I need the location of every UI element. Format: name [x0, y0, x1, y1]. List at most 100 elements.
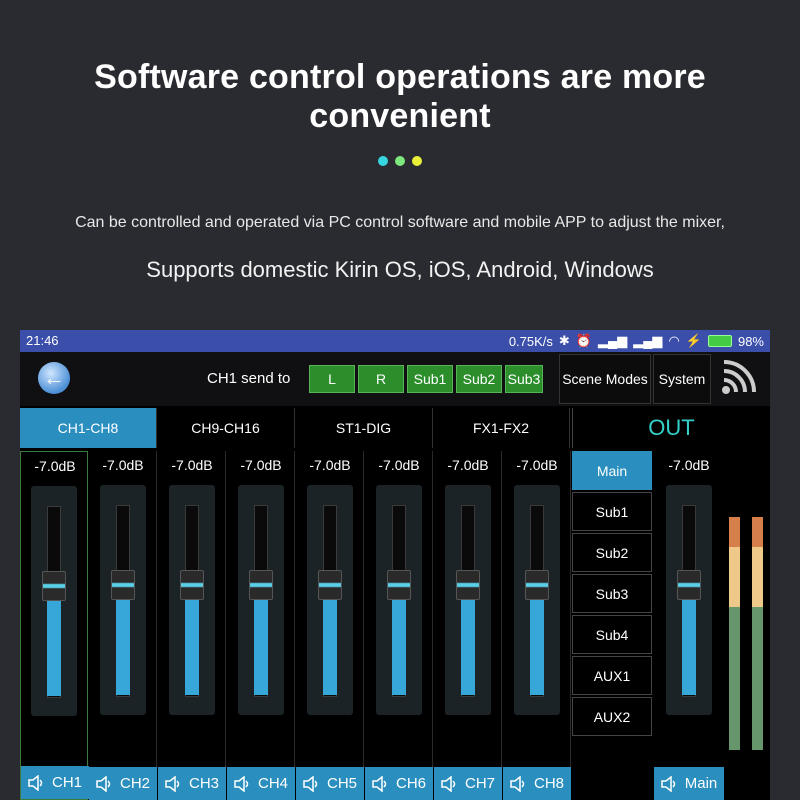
channel-db-readout: -7.0dB: [378, 457, 420, 473]
fader-level: [391, 599, 406, 695]
battery-icon: [707, 335, 732, 347]
channel-strip-1: -7.0dB CH1: [20, 451, 89, 800]
channel-mute-button[interactable]: CH3: [158, 767, 226, 800]
scene-modes-button[interactable]: Scene Modes: [559, 354, 651, 404]
fader-level: [460, 599, 475, 695]
back-button[interactable]: ←: [38, 362, 70, 394]
tab-st1-dig[interactable]: ST1-DIG: [295, 408, 433, 448]
speaker-icon: [372, 775, 387, 792]
tab-fx1-fx2[interactable]: FX1-FX2: [433, 408, 570, 448]
fader-knob[interactable]: [42, 570, 66, 601]
tab-ch1-ch8[interactable]: CH1-CH8: [20, 408, 157, 448]
channel-db-readout: -7.0dB: [447, 457, 489, 473]
send-label: CH1 send to: [207, 370, 291, 387]
wifi-connect-icon[interactable]: [718, 360, 762, 398]
channel-db-readout: -7.0dB: [102, 457, 144, 473]
channel-label: CH7: [464, 775, 495, 792]
dot-2: [395, 156, 405, 166]
send-button-l[interactable]: L: [309, 365, 355, 393]
fader-knob[interactable]: [248, 569, 273, 600]
channel-db-readout: -7.0dB: [171, 457, 213, 473]
send-button-sub3[interactable]: Sub3: [505, 365, 543, 393]
channel-strip-3: -7.0dB CH3: [158, 451, 226, 800]
channel-tabs: CH1-CH8 CH9-CH16 ST1-DIG FX1-FX2: [20, 408, 570, 448]
out-item-main[interactable]: Main: [572, 451, 652, 490]
main-out-strip: -7.0dB Main: [654, 451, 724, 800]
signal-icon: ▂▄▆: [598, 333, 628, 348]
channel-mute-button[interactable]: CH7: [434, 767, 502, 800]
main-fader-level: [682, 599, 696, 695]
arrow-left-icon: ←: [43, 365, 65, 390]
send-buttons: L R Sub1 Sub2 Sub3: [309, 365, 543, 393]
toolbar: ← CH1 send to L R Sub1 Sub2 Sub3 Scene M…: [20, 352, 770, 406]
channel-mute-button[interactable]: CH5: [296, 767, 364, 800]
channel-strip-4: -7.0dB CH4: [227, 451, 295, 800]
speaker-icon: [96, 775, 111, 792]
channel-label: CH4: [257, 775, 288, 792]
channel-mute-button[interactable]: CH6: [365, 767, 433, 800]
channel-mute-button[interactable]: CH1: [21, 766, 89, 799]
promo-headline: Software control operations are more con…: [94, 58, 706, 135]
main-mute-button[interactable]: Main: [654, 767, 724, 800]
channel-label: CH5: [326, 775, 357, 792]
speaker-icon: [165, 775, 180, 792]
channel-mute-button[interactable]: CH2: [89, 767, 157, 800]
out-item-sub3[interactable]: Sub3: [572, 574, 652, 613]
channel-strip-2: -7.0dB CH2: [89, 451, 157, 800]
fader-knob[interactable]: [455, 569, 480, 600]
channel-mute-button[interactable]: CH8: [503, 767, 571, 800]
fader-level: [47, 600, 61, 696]
channel-mute-button[interactable]: CH4: [227, 767, 295, 800]
fader-level: [253, 599, 268, 695]
speaker-icon: [660, 775, 675, 792]
out-bus-menu: Main Sub1 Sub2 Sub3 Sub4 AUX1 AUX2: [572, 451, 652, 800]
out-item-sub4[interactable]: Sub4: [572, 615, 652, 654]
channel-label: CH8: [533, 775, 564, 792]
signal-icon: ▂▄▆: [633, 333, 663, 348]
main-mute-label: Main: [684, 775, 718, 792]
send-button-sub2[interactable]: Sub2: [456, 365, 502, 393]
channel-label: CH6: [395, 775, 426, 792]
channel-strip-8: -7.0dB CH8: [503, 451, 571, 800]
system-button[interactable]: System: [653, 354, 711, 404]
dot-3: [412, 156, 422, 166]
out-item-aux2[interactable]: AUX2: [572, 697, 652, 736]
speaker-icon: [441, 775, 456, 792]
out-item-sub1[interactable]: Sub1: [572, 492, 652, 531]
fader-knob[interactable]: [179, 569, 204, 600]
fader-knob[interactable]: [110, 569, 135, 600]
speaker-icon: [28, 774, 43, 791]
tab-ch9-ch16[interactable]: CH9-CH16: [157, 408, 295, 448]
channel-db-readout: -7.0dB: [309, 457, 351, 473]
speaker-icon: [234, 775, 249, 792]
mixer-app-screen: 21:46 0.75K/s ✱ ⏰ ▂▄▆ ▂▄▆ ◠ ⚡ 98% ← CH1 …: [20, 330, 770, 800]
wifi-status-icon: ◠: [668, 333, 680, 348]
channel-label: CH2: [119, 775, 150, 792]
promo-description-line-1: Can be controlled and operated via PC co…: [75, 214, 725, 231]
fader-knob[interactable]: [317, 569, 342, 600]
status-icons: 0.75K/s ✱ ⏰ ▂▄▆ ▂▄▆ ◠ ⚡ 98%: [509, 333, 764, 349]
net-speed: 0.75K/s: [508, 333, 553, 349]
speaker-icon: [510, 775, 525, 792]
out-item-aux1[interactable]: AUX1: [572, 656, 652, 695]
channel-strip-5: -7.0dB CH5: [296, 451, 364, 800]
main-fader-knob[interactable]: [677, 569, 701, 600]
main-db-readout: -7.0dB: [668, 457, 710, 473]
fader-level: [184, 599, 199, 695]
fader-knob[interactable]: [524, 569, 549, 600]
charging-icon: ⚡: [685, 333, 702, 348]
status-bar: 21:46 0.75K/s ✱ ⏰ ▂▄▆ ▂▄▆ ◠ ⚡ 98%: [20, 330, 770, 352]
send-button-sub1[interactable]: Sub1: [407, 365, 453, 393]
level-meter-right: [752, 517, 763, 750]
dot-1: [378, 156, 388, 166]
send-button-r[interactable]: R: [358, 365, 404, 393]
channel-strip-6: -7.0dB CH6: [365, 451, 433, 800]
channel-db-readout: -7.0dB: [34, 458, 76, 474]
out-item-sub2[interactable]: Sub2: [572, 533, 652, 572]
battery-percent: 98%: [737, 333, 764, 349]
promo-description-line-2: Supports domestic Kirin OS, iOS, Android…: [146, 257, 654, 282]
channel-label: CH3: [188, 775, 219, 792]
fader-knob[interactable]: [386, 569, 411, 600]
fader-level: [322, 599, 337, 695]
level-meter-left: [729, 517, 740, 750]
